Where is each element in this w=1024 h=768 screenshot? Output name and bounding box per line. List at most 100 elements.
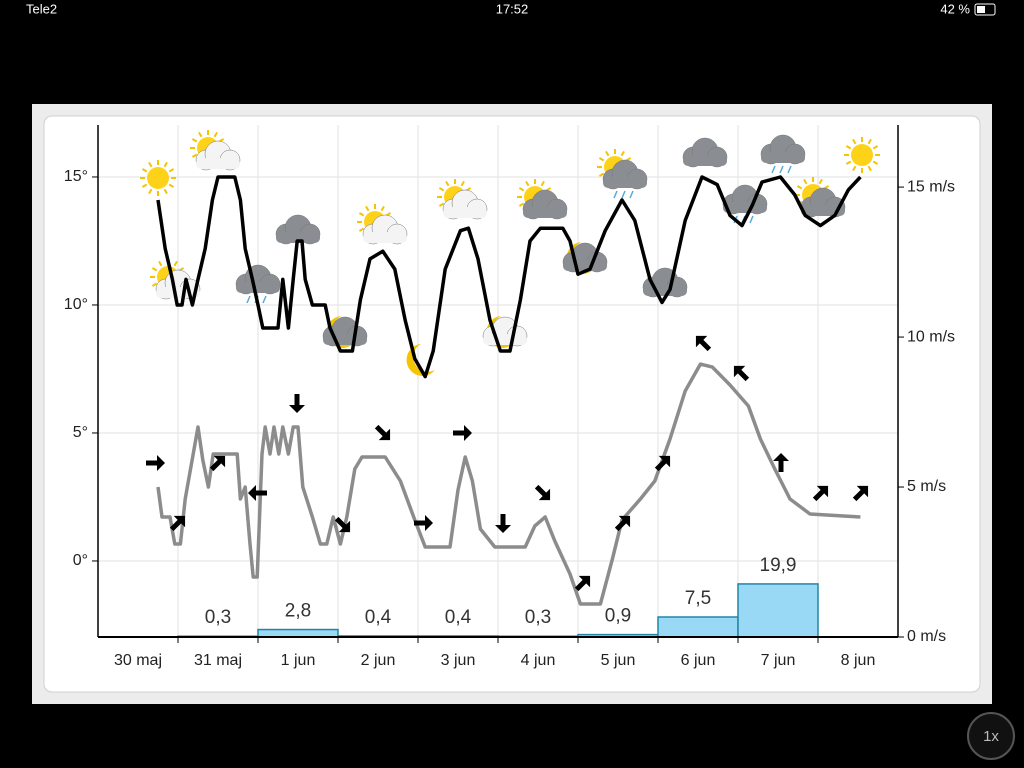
- sun-ray: [148, 188, 153, 195]
- precip-label: 7,5: [685, 588, 711, 609]
- sun-ray: [198, 131, 203, 138]
- sun-ray: [163, 188, 168, 195]
- cloud-base: [761, 152, 805, 163]
- rain: [779, 165, 784, 174]
- precip-bar: [657, 616, 739, 638]
- weather-icon: [795, 177, 846, 218]
- weather-icon: [437, 179, 488, 220]
- x-tick-label: 5 jun: [601, 652, 636, 669]
- wind-arrow: [773, 453, 789, 472]
- sun-ray: [598, 172, 605, 177]
- sun-ray: [151, 282, 158, 287]
- wind-arrow: [495, 514, 511, 533]
- sun-ray: [518, 202, 525, 207]
- sun-ray: [525, 180, 530, 187]
- precip-bar: [737, 583, 819, 638]
- y-tick-label: 15°: [64, 168, 88, 185]
- rain: [771, 165, 776, 174]
- sun-ray: [158, 260, 163, 267]
- wind-arrow: [654, 455, 671, 472]
- rain: [629, 190, 634, 199]
- wind-arrow: [695, 335, 712, 352]
- sun-ray: [460, 180, 465, 187]
- sun-ray: [141, 168, 148, 173]
- precip-bar: [257, 628, 339, 638]
- precip-label: 2,8: [285, 601, 311, 622]
- wind-arrow: [453, 425, 472, 441]
- weather-icon: [517, 179, 568, 220]
- wind-arrow: [614, 515, 631, 532]
- cloud-base: [236, 282, 280, 293]
- cloud-base: [603, 177, 647, 188]
- weather-icon: [357, 204, 408, 245]
- cloud-base: [723, 202, 767, 213]
- sun-ray: [168, 168, 175, 173]
- wind-arrow: [574, 575, 591, 592]
- weather-icon: [275, 214, 321, 245]
- sun-ray: [168, 183, 175, 188]
- y2-tick-label: 15 m/s: [907, 178, 955, 195]
- weather-icon: [682, 137, 728, 168]
- cloud-base: [523, 207, 567, 218]
- sun-ray: [358, 227, 365, 232]
- rain: [246, 295, 251, 304]
- y-tick-label: 10°: [64, 296, 88, 313]
- sun-ray: [151, 267, 158, 272]
- cloud-base: [323, 334, 367, 345]
- sun-ray: [358, 212, 365, 217]
- precip-label: 0,3: [205, 607, 231, 628]
- sun-ray: [148, 161, 153, 168]
- cloud-base: [443, 207, 487, 218]
- weather-icon: [140, 160, 176, 196]
- y2-tick-label: 10 m/s: [907, 328, 955, 345]
- plot: 0° 5° 10° 15° 0 m/s 5 m/s 10 m/s 15 m/s 30 maj 31…: [64, 125, 955, 669]
- battery-icon: [974, 3, 996, 16]
- sun-ray: [852, 165, 857, 172]
- weather-icon: [844, 137, 880, 173]
- wind-arrow: [209, 455, 226, 472]
- cloud-base: [276, 232, 320, 243]
- sun-ray: [191, 138, 198, 143]
- sun-ray: [803, 178, 808, 185]
- wind-arrow: [733, 365, 750, 382]
- y2-tick-label: 5 m/s: [907, 478, 946, 495]
- wind-arrow: [169, 515, 186, 532]
- sun-ray: [867, 165, 872, 172]
- sun: [851, 144, 873, 166]
- sun-ray: [191, 153, 198, 158]
- carrier: Tele2: [26, 1, 57, 16]
- x-tick-label: 30 maj: [114, 652, 162, 669]
- weather-icon: [597, 149, 648, 199]
- precip-label: 0,4: [445, 607, 472, 628]
- cloud-base: [363, 232, 407, 243]
- sun-ray: [438, 187, 445, 192]
- x-tick-label: 1 jun: [281, 652, 316, 669]
- sun: [147, 167, 169, 189]
- zoom-button[interactable]: [967, 712, 1015, 760]
- data-line: [156, 175, 862, 379]
- zoom-label[interactable]: 1x: [983, 728, 999, 745]
- rain: [613, 190, 618, 199]
- x-tick-label: 8 jun: [841, 652, 876, 669]
- sun-ray: [438, 202, 445, 207]
- precip-label: 19,9: [760, 555, 797, 576]
- wind-arrow: [852, 485, 869, 502]
- battery-level: 42 %: [940, 1, 970, 16]
- sun-ray: [852, 138, 857, 145]
- clock: 17:52: [496, 1, 529, 16]
- weather-icon: [235, 264, 281, 304]
- sun-ray: [845, 160, 852, 165]
- battery-fill: [977, 6, 985, 13]
- x-tick-label: 4 jun: [521, 652, 556, 669]
- card: [43, 115, 981, 693]
- cloud-base: [683, 155, 727, 166]
- rain: [262, 295, 267, 304]
- rain: [787, 165, 792, 174]
- sun-ray: [163, 161, 168, 168]
- sun-ray: [380, 205, 385, 212]
- sun-ray: [173, 260, 178, 267]
- rain: [749, 215, 754, 224]
- wind-arrow: [374, 424, 391, 441]
